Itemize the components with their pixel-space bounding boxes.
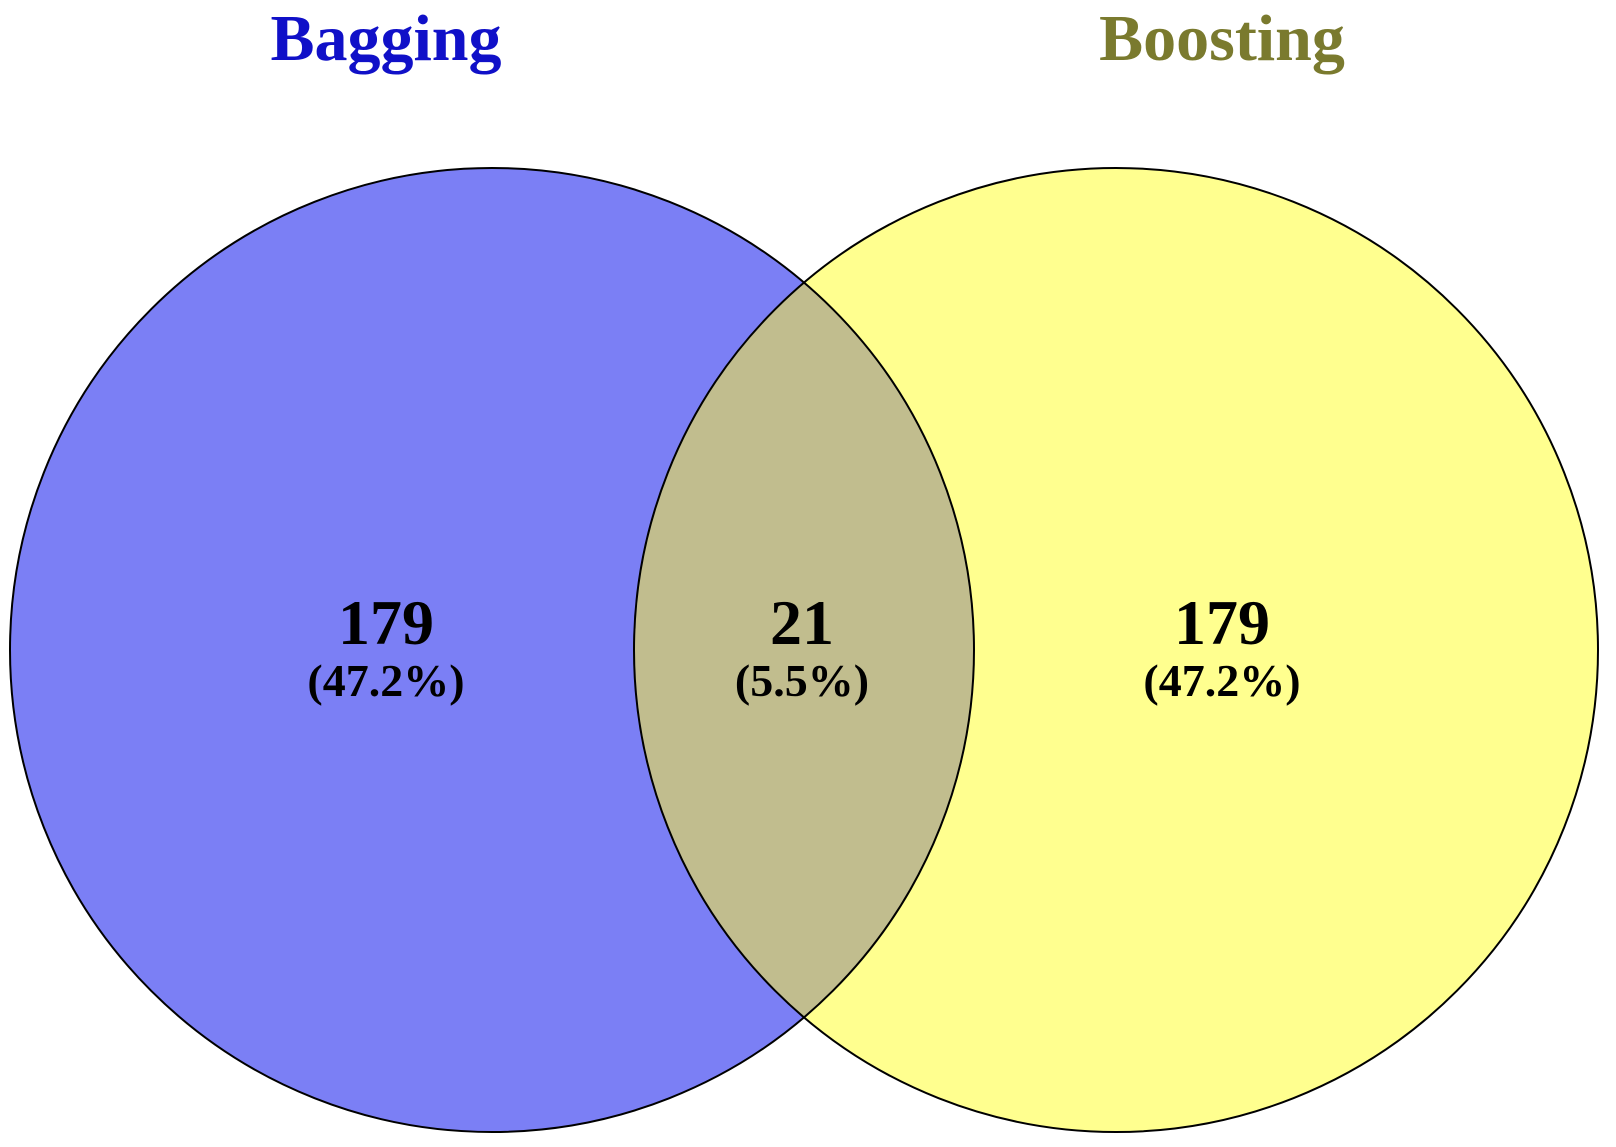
- bagging-only-count: 179: [338, 587, 434, 658]
- boosting-circle-outline: [633, 167, 1599, 1133]
- bagging-only-percent: (47.2%): [307, 655, 464, 706]
- set-label-bagging: Bagging: [270, 2, 501, 75]
- intersection-percent: (5.5%): [735, 655, 869, 706]
- intersection-count: 21: [770, 587, 834, 658]
- boosting-only-count: 179: [1174, 587, 1270, 658]
- boosting-only-percent: (47.2%): [1143, 655, 1300, 706]
- intersection-region: [634, 168, 974, 1132]
- set-label-boosting: Boosting: [1099, 2, 1345, 75]
- bagging-circle-outline: [9, 167, 975, 1133]
